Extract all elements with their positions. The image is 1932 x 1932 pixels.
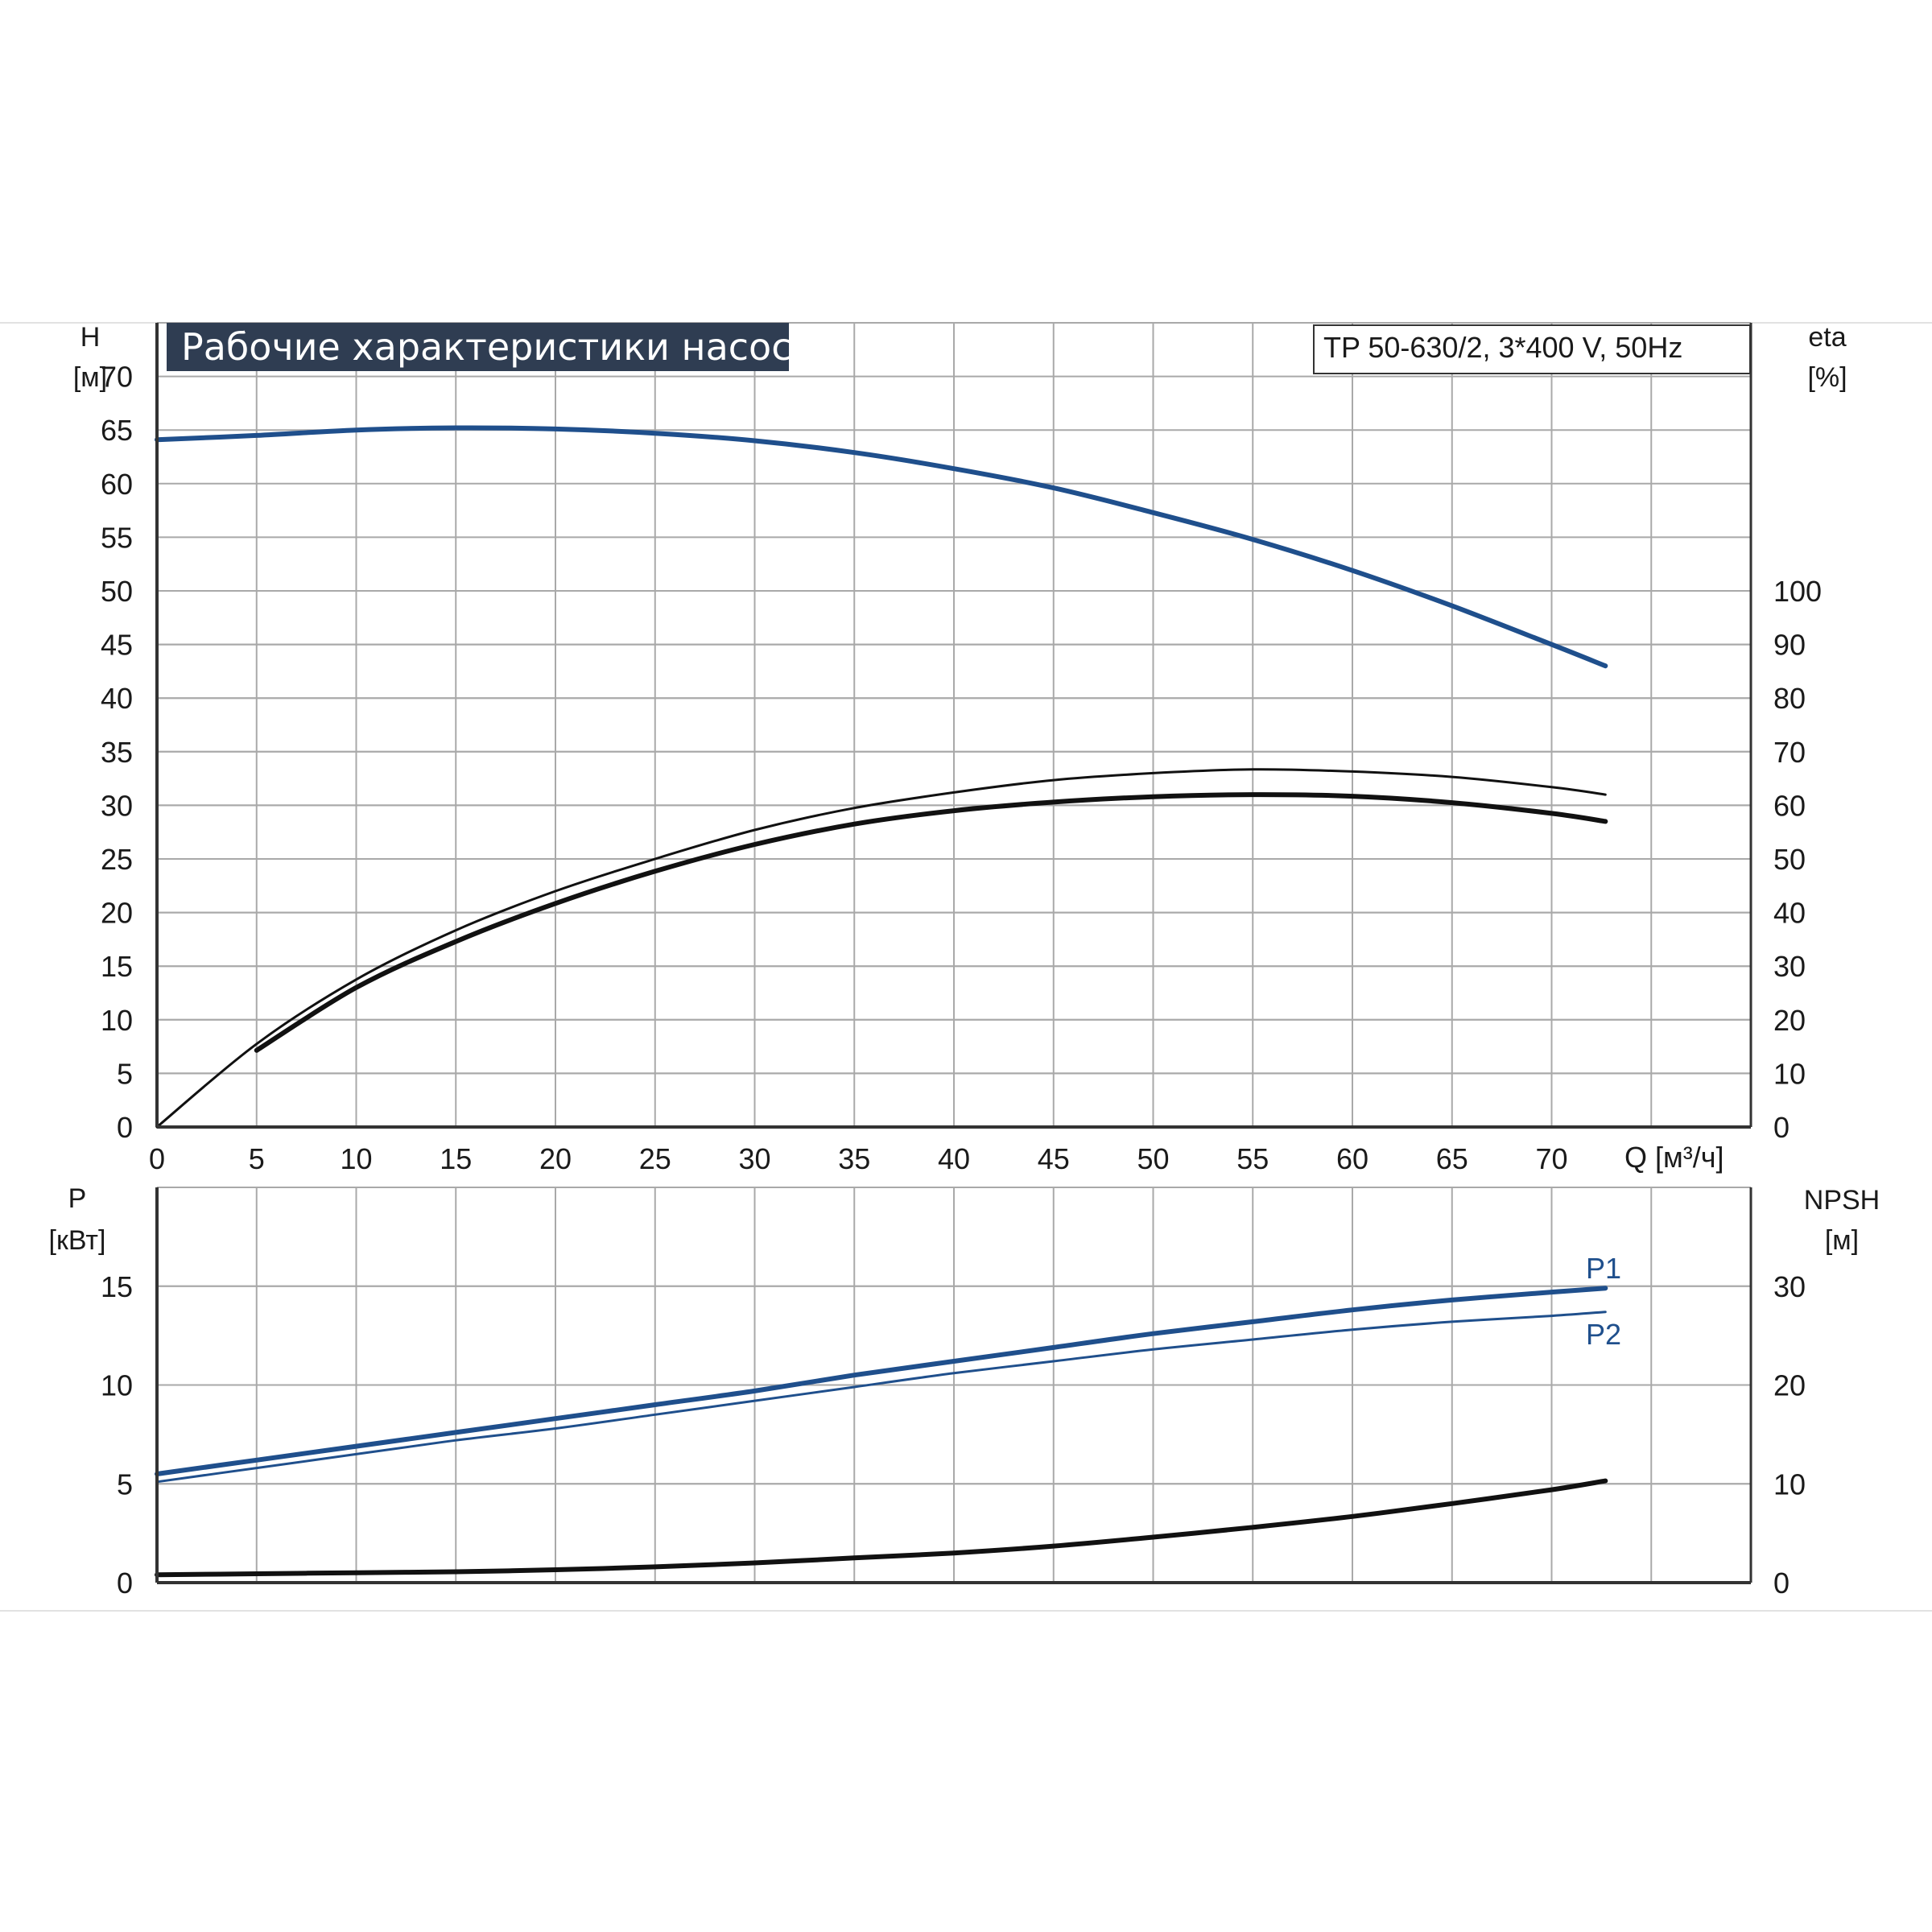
top-right-axis-title: eta [1808,322,1846,353]
top-right-tick-label: 100 [1773,575,1822,608]
bottom-right-tick-label: 20 [1773,1369,1806,1402]
top-right-tick-label: 20 [1773,1004,1806,1037]
top-left-tick-label: 60 [101,468,133,501]
bottom-right-tick-label: 10 [1773,1468,1806,1501]
bottom-left-tick-label: 10 [101,1369,133,1402]
bottom-axes [155,1187,1752,1584]
top-left-tick-label: 20 [101,897,133,930]
top-left-tick-label: 70 [101,361,133,394]
x-tick-label: 0 [149,1142,165,1175]
bottom-left-tick-label: 0 [117,1567,133,1600]
top-left-tick-label: 25 [101,843,133,876]
bottom-right-axis-title: NPSH [1804,1185,1880,1216]
bottom-right-axis-unit: [м] [1825,1225,1859,1256]
top-right-tick-label: 30 [1773,950,1806,983]
bottom-series [155,1286,1608,1578]
x-tick-label: 10 [340,1142,372,1175]
top-left-tick-label: 10 [101,1004,133,1037]
top-left-tick-label: 15 [101,950,133,983]
x-tick-label: 35 [838,1142,870,1175]
x-tick-label: 65 [1436,1142,1468,1175]
bottom-right-tick-label: 0 [1773,1567,1790,1600]
chart-title: Рабочие характеристики насоса [181,325,815,369]
x-axis-title: Q [м³/ч] [1624,1141,1724,1174]
x-tick-label: 50 [1137,1142,1169,1175]
top-right-tick-label: 90 [1773,629,1806,662]
tick-labels: 0 5 10 15 20 25 30 35 40 45 50 55 60 65 70051015202530… [101,361,1822,1600]
x-tick-label: 15 [440,1142,472,1175]
x-tick-label: 60 [1336,1142,1368,1175]
x-tick-label: 5 [249,1142,265,1175]
top-left-tick-label: 30 [101,789,133,822]
x-tick-label: 40 [938,1142,970,1175]
bottom-left-axis-title: P [68,1183,87,1214]
top-left-axis-unit: [м] [73,362,107,393]
top-left-tick-label: 0 [117,1111,133,1144]
top-series-1-line [155,768,1607,1129]
top-right-tick-label: 60 [1773,789,1806,822]
x-tick-label: 20 [539,1142,572,1175]
top-right-tick-label: 10 [1773,1057,1806,1090]
series-label-p2: P2 [1586,1318,1621,1351]
top-left-tick-label: 35 [101,736,133,769]
x-tick-label: 70 [1535,1142,1567,1175]
bottom-left-tick-label: 5 [117,1468,133,1501]
top-left-tick-label: 65 [101,414,133,447]
model-box [1313,324,1751,374]
title-box [167,323,789,371]
top-axes [155,323,1752,1129]
top-series-2-line [254,792,1608,1053]
top-grid [156,322,1752,1128]
top-right-tick-label: 70 [1773,736,1806,769]
top-left-tick-label: 45 [101,629,133,662]
top-right-axis-unit: [%] [1807,362,1847,393]
top-right-tick-label: 80 [1773,682,1806,715]
bottom-left-tick-label: 15 [101,1270,133,1303]
bottom-series-p2-line [155,1311,1607,1484]
top-left-axis-title: H [80,322,101,353]
bottom-series-p1-line [155,1286,1608,1476]
x-tick-label: 30 [738,1142,770,1175]
top-left-tick-label: 5 [117,1057,133,1090]
bottom-right-tick-label: 30 [1773,1270,1806,1303]
model-label: TP 50-630/2, 3*400 V, 50Hz [1323,331,1682,364]
top-series-0-line [155,425,1608,669]
top-right-tick-label: 50 [1773,843,1806,876]
top-left-tick-label: 50 [101,575,133,608]
x-tick-label: 25 [639,1142,671,1175]
top-left-tick-label: 40 [101,682,133,715]
top-right-tick-label: 40 [1773,897,1806,930]
top-series [155,425,1608,1129]
series-label-p1: P1 [1586,1252,1621,1285]
bottom-series-2-line [155,1478,1608,1578]
x-tick-label: 55 [1236,1142,1269,1175]
bottom-left-axis-unit: [кВт] [49,1225,106,1256]
top-right-tick-label: 0 [1773,1111,1790,1144]
x-tick-label: 45 [1038,1142,1070,1175]
bottom-grid [156,1187,1752,1583]
top-left-tick-label: 55 [101,521,133,554]
